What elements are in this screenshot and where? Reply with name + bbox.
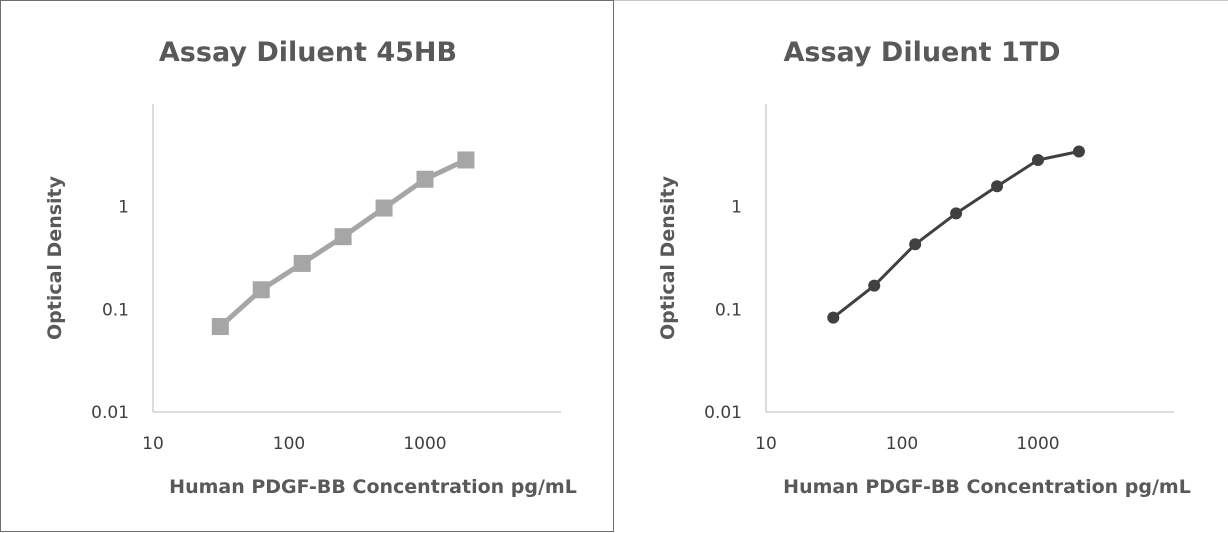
chart-title: Assay Diluent 45HB — [159, 37, 457, 68]
data-point — [211, 318, 229, 336]
chart-45hb: Assay Diluent 45HB Optical Density Human… — [44, 37, 577, 498]
x-tick-label: 1000 — [1016, 434, 1059, 454]
y-tick-label: 0.1 — [715, 300, 742, 320]
data-point — [909, 238, 922, 251]
data-point — [293, 254, 311, 272]
chart-panel-1td: Assay Diluent 1TD Optical Density Human … — [614, 0, 1228, 532]
data-point — [868, 279, 881, 292]
data-point — [1072, 145, 1085, 158]
chart-title: Assay Diluent 1TD — [783, 37, 1060, 68]
x-tick-label: 10 — [755, 434, 777, 454]
series-line — [832, 150, 1080, 319]
y-axis-title: Optical Density — [657, 175, 679, 340]
data-point — [827, 311, 840, 324]
y-axis-title: Optical Density — [44, 175, 66, 340]
y-tick-label: 0.1 — [102, 300, 129, 320]
y-tick-label: 0.01 — [91, 403, 129, 423]
y-tick-label: 1 — [118, 198, 129, 218]
data-point — [457, 151, 475, 169]
x-tick-label: 1000 — [403, 434, 446, 454]
data-point — [416, 170, 434, 188]
x-tick-label: 100 — [886, 434, 918, 454]
x-axis-title: Human PDGF-BB Concentration pg/mL — [169, 476, 577, 498]
y-tick-label: 0.01 — [704, 403, 742, 423]
x-tick-label: 100 — [273, 434, 305, 454]
plot-area: 10 100 1000 0.01 0.1 1 — [91, 104, 561, 454]
data-point — [991, 180, 1004, 193]
data-point — [950, 207, 963, 220]
data-point — [375, 199, 393, 217]
x-axis-title: Human PDGF-BB Concentration pg/mL — [783, 476, 1191, 498]
x-tick-label: 10 — [142, 434, 164, 454]
plot-area: 10 100 1000 0.01 0.1 1 — [704, 104, 1174, 454]
chart-1td: Assay Diluent 1TD Optical Density Human … — [657, 37, 1191, 498]
data-point — [252, 281, 270, 299]
chart-panel-45hb: Assay Diluent 45HB Optical Density Human… — [0, 0, 614, 532]
data-point — [334, 228, 352, 246]
data-point — [1032, 153, 1044, 166]
y-tick-label: 1 — [731, 198, 742, 218]
